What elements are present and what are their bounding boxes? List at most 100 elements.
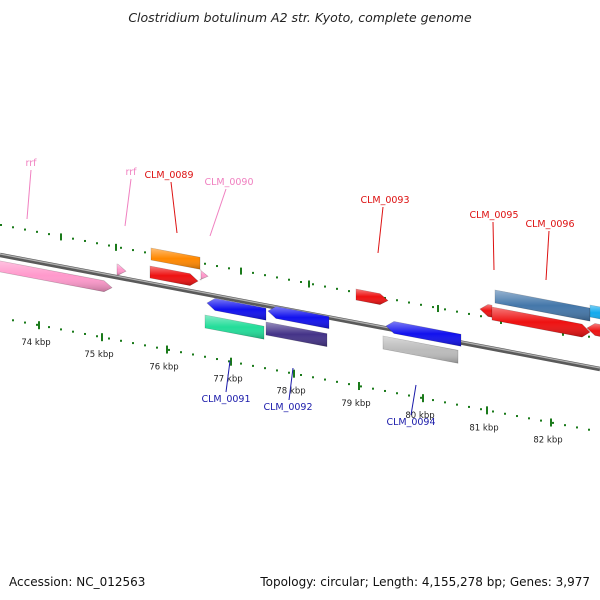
gene-feature[interactable] [586, 323, 600, 339]
gene-feature-clm_0089[interactable] [149, 265, 199, 286]
tick-dot [468, 312, 470, 315]
gene-arrow-shading [587, 323, 600, 337]
gene-feature-clm_0090[interactable] [199, 269, 209, 281]
gene-features [0, 247, 600, 364]
tick-dot [156, 346, 158, 349]
axis-major-tick [166, 345, 168, 354]
tick-dot [216, 358, 218, 361]
gene-arrow-shading [383, 336, 458, 364]
major-tick [240, 267, 242, 275]
tick-dot [72, 330, 74, 333]
axis-tick-label: 75 kbp [84, 350, 113, 360]
gene-label[interactable]: rrf [26, 158, 38, 169]
gene-arrow-shading [207, 298, 266, 321]
tick-dot [12, 226, 14, 229]
gene-arrow-shading [590, 305, 600, 319]
gene-feature-clm_0094[interactable] [385, 321, 462, 347]
gene-feature-clm_0091[interactable] [206, 298, 267, 321]
tick-dot [312, 376, 314, 379]
gene-feature-clm_0093[interactable] [355, 288, 389, 305]
label-leader-line [124, 178, 132, 227]
gene-feature-clm_0092[interactable] [267, 306, 330, 329]
tick-dot [240, 362, 242, 365]
tick-dot [528, 417, 530, 420]
axis-tick-label: 79 kbp [341, 399, 370, 409]
tick-dot [252, 364, 254, 367]
axis-tick-label: 81 kbp [469, 423, 498, 433]
gene-feature[interactable] [204, 314, 265, 340]
genes-value: 3,977 [555, 575, 590, 589]
gene-feature[interactable] [589, 304, 600, 321]
gene-label[interactable]: CLM_0091 [201, 394, 250, 405]
gene-label[interactable]: CLM_0095 [469, 210, 518, 221]
tick-dot [588, 428, 590, 431]
tick-dot [300, 281, 302, 283]
gene-feature-clm_0096[interactable] [491, 306, 591, 338]
tick-dot [312, 283, 314, 286]
tick-dot [276, 369, 278, 372]
axis-tick-label: 78 kbp [276, 387, 305, 397]
tick-dot [264, 367, 266, 370]
tick-dot [24, 228, 26, 231]
tick-dot [36, 323, 38, 326]
gene-label[interactable]: CLM_0096 [525, 219, 574, 230]
tick-dot [192, 353, 194, 356]
tick-dot [96, 242, 98, 245]
tick-dot [228, 267, 230, 270]
gene-feature[interactable] [265, 321, 328, 347]
tick-dot [288, 278, 290, 281]
tick-dot [276, 276, 278, 279]
gene-feature[interactable] [150, 247, 201, 270]
tick-dot [564, 424, 566, 427]
tick-dot [84, 239, 86, 242]
axis-major-tick [230, 357, 232, 366]
gene-label[interactable]: CLM_0090 [204, 177, 253, 188]
tick-dot [228, 360, 230, 363]
gene-label[interactable]: CLM_0089 [144, 170, 193, 181]
gene-feature-rrf[interactable] [116, 263, 127, 276]
tick-dot [120, 339, 122, 342]
gene-label[interactable]: CLM_0092 [263, 402, 312, 413]
tick-dot [144, 251, 146, 254]
gene-label[interactable]: CLM_0094 [386, 417, 435, 428]
tick-dot [0, 224, 2, 226]
tick-dot [60, 328, 62, 331]
tick-dot [84, 332, 86, 335]
tick-dot [324, 285, 326, 288]
tick-dot [96, 335, 98, 338]
gene-feature[interactable] [382, 335, 459, 364]
tick-dot [204, 262, 206, 265]
gene-labels: rrf rrf CLM_0089 CLM_0090 CLM_0091 CLM_0092 CL… [26, 158, 575, 428]
axis-major-tick [38, 321, 40, 330]
tick-dot [216, 265, 218, 268]
gene-arrow-shading [480, 304, 492, 318]
gene-arrow-shading [492, 307, 590, 338]
tick-dot [384, 296, 386, 299]
major-tick [60, 233, 62, 241]
gene-feature-rrf[interactable] [0, 259, 113, 293]
gene-arrow-shading [200, 269, 208, 280]
axis-major-tick [358, 382, 360, 391]
gene-arrow-shading [386, 321, 461, 347]
accession-value: NC_012563 [76, 575, 146, 589]
genes-label: Genes: [509, 575, 552, 589]
map-title: Clostridium botulinum A2 str. Kyoto, com… [128, 10, 472, 25]
tick-dot [456, 403, 458, 406]
tick-dot [480, 315, 482, 318]
tick-dot [108, 244, 110, 247]
gene-feature[interactable] [494, 289, 591, 322]
label-leader-line [545, 230, 550, 281]
tick-dot [24, 321, 26, 324]
tick-dot [324, 378, 326, 381]
gene-label[interactable]: rrf [126, 167, 138, 178]
tick-dot [468, 405, 470, 408]
tick-dot [396, 392, 398, 395]
tick-dot [396, 299, 398, 302]
gene-feature-clm_0095[interactable] [479, 304, 493, 318]
tick-dot [480, 408, 482, 411]
tick-dot [48, 326, 50, 329]
tick-dot [348, 383, 350, 386]
gene-label[interactable]: CLM_0093 [360, 195, 409, 206]
length-value: 4,155,278 bp [421, 575, 502, 589]
